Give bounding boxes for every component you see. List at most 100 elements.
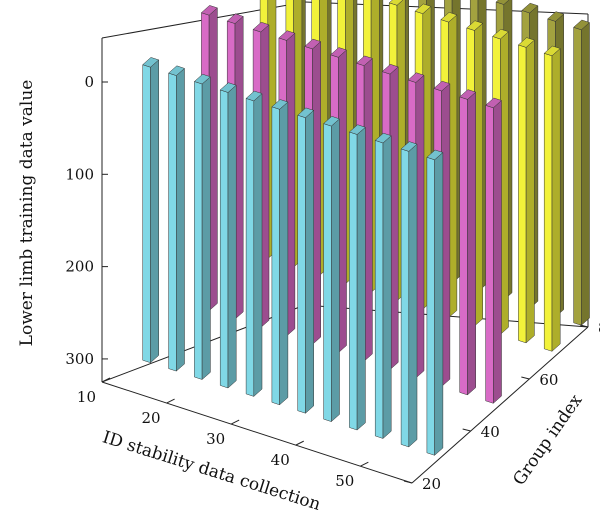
bar-side-face bbox=[382, 135, 392, 440]
bar-top-face bbox=[323, 116, 340, 127]
bar-top-face bbox=[226, 13, 244, 24]
bar-top-face bbox=[388, 0, 404, 6]
x-tick-label: 10 bbox=[77, 388, 96, 406]
bar-front-face bbox=[142, 64, 151, 364]
y-tick-mark bbox=[462, 428, 471, 432]
x-tick-label: 30 bbox=[206, 430, 225, 448]
bar-top-face bbox=[304, 38, 322, 50]
z-axis-title: Lower limb training data value bbox=[17, 80, 37, 347]
bar-top-face bbox=[278, 30, 296, 41]
z-tick-label: 300 bbox=[65, 350, 94, 368]
bar bbox=[426, 149, 444, 456]
bar-top-face bbox=[168, 65, 185, 76]
bar-top-face bbox=[297, 107, 315, 118]
x-tick-mark bbox=[166, 398, 175, 404]
bar-top-face bbox=[466, 20, 484, 31]
bar bbox=[517, 37, 535, 344]
x-tick-label: 20 bbox=[141, 409, 160, 427]
bar-top-face bbox=[521, 2, 539, 14]
bar bbox=[142, 57, 160, 364]
bar-top-face bbox=[426, 149, 444, 161]
bar-side-face bbox=[227, 84, 237, 389]
bar-top-face bbox=[245, 90, 263, 102]
bar-top-face bbox=[271, 99, 289, 110]
y-tick-label: 40 bbox=[481, 423, 500, 441]
bar-side-face bbox=[551, 47, 561, 352]
bar-front-face bbox=[245, 98, 255, 397]
x-tick-mark bbox=[230, 419, 240, 425]
bar-front-face bbox=[573, 26, 582, 326]
bar bbox=[245, 90, 263, 397]
y-tick-label: 80 bbox=[598, 319, 600, 337]
bar-side-face bbox=[467, 91, 476, 396]
y-tick-mark bbox=[521, 376, 530, 380]
bar-top-face bbox=[440, 12, 458, 23]
bar-front-face bbox=[374, 140, 384, 439]
bar-side-face bbox=[525, 39, 535, 344]
bar bbox=[348, 124, 366, 431]
z-tick-label: 0 bbox=[84, 73, 94, 91]
bar-front-face bbox=[323, 123, 332, 422]
bar-top-face bbox=[330, 47, 347, 58]
bar-side-face bbox=[408, 143, 418, 448]
bar bbox=[168, 65, 185, 372]
bar bbox=[485, 97, 502, 404]
bar-side-face bbox=[253, 93, 263, 397]
bar bbox=[323, 116, 340, 423]
x-tick-mark bbox=[360, 461, 369, 467]
y-tick-mark bbox=[579, 324, 589, 328]
bar-side-face bbox=[331, 118, 340, 423]
bar-front-face bbox=[543, 52, 553, 352]
z-tick-label: 200 bbox=[65, 258, 94, 276]
bar-top-face bbox=[348, 124, 366, 135]
y-axis-line bbox=[411, 326, 589, 484]
bar bbox=[543, 45, 561, 352]
x-tick-label: 50 bbox=[335, 472, 354, 490]
bar-top-face bbox=[459, 89, 477, 100]
bar-top-face bbox=[219, 82, 237, 93]
bar-top-face bbox=[252, 21, 270, 33]
bar-side-face bbox=[201, 76, 211, 381]
z-tick-label: 100 bbox=[65, 165, 94, 183]
bar-top-face bbox=[495, 0, 510, 5]
bar-top-face bbox=[414, 3, 432, 14]
y-axis-title: Group index bbox=[509, 391, 586, 490]
bar-top-face bbox=[517, 37, 535, 48]
bar bbox=[297, 107, 315, 414]
bar-top-face bbox=[547, 11, 565, 22]
bar bbox=[400, 141, 418, 448]
bar bbox=[219, 82, 237, 389]
ticks: 0 100 200 300 10 20 30 40 50 20 40 60 80 bbox=[65, 73, 600, 493]
bar-side-face bbox=[493, 99, 502, 404]
x-tick-mark bbox=[101, 377, 111, 383]
bar-front-face bbox=[168, 72, 177, 372]
bar-front-face bbox=[426, 156, 435, 456]
bar-top-face bbox=[573, 19, 590, 31]
bar-front-face bbox=[219, 89, 229, 389]
bar-top-face bbox=[400, 141, 418, 152]
bar-front-face bbox=[194, 81, 203, 380]
bar-side-face bbox=[279, 101, 289, 406]
bar-front-face bbox=[349, 131, 358, 431]
bar-top-face bbox=[381, 64, 399, 75]
bar-front-face bbox=[297, 114, 306, 414]
bar-top-face bbox=[374, 132, 392, 144]
bar-top-face bbox=[433, 80, 451, 92]
bar-side-face bbox=[434, 151, 444, 456]
bar-top-face bbox=[543, 45, 561, 57]
bar-front-face bbox=[518, 44, 527, 344]
bar-front-face bbox=[485, 104, 494, 404]
bar bbox=[374, 132, 392, 440]
bar bbox=[193, 73, 211, 381]
bar bbox=[459, 89, 477, 396]
bar-front-face bbox=[459, 96, 468, 396]
bar-side-face bbox=[581, 21, 590, 326]
bar-top-face bbox=[485, 97, 502, 109]
bar-side-face bbox=[176, 67, 185, 372]
bar-top-face bbox=[407, 72, 425, 83]
bar-top-face bbox=[200, 5, 218, 16]
x-tick-mark bbox=[295, 440, 304, 446]
bar-top-face bbox=[492, 28, 509, 40]
